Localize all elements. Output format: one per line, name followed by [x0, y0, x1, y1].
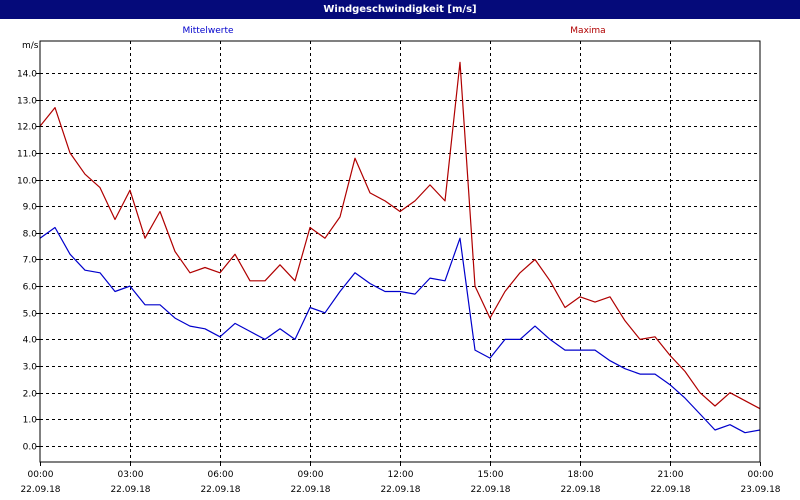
y-tick-label: 6.0 — [23, 283, 38, 293]
y-tick-label: 3.0 — [23, 363, 38, 373]
series-line-maxima — [39, 61, 761, 410]
series-lines — [39, 61, 761, 434]
plot-area — [39, 40, 761, 463]
x-tick-date-label: 22.09.18 — [470, 485, 510, 495]
x-tick-date-label: 22.09.18 — [20, 485, 60, 495]
y-tick-label: 11.0 — [17, 150, 37, 160]
x-tick-date-label: 22.09.18 — [110, 485, 150, 495]
x-tick-time-label: 15:00 — [478, 470, 504, 480]
x-tick-date-label: 22.09.18 — [560, 485, 600, 495]
x-axis: 00:00 22.09.18 03:00 22.09.18 06:00 22.09.18 0… — [20, 462, 781, 495]
x-tick-time-label: 06:00 — [208, 470, 234, 480]
x-tick-date-label: 22.09.18 — [650, 485, 690, 495]
series-line-mittelwerte — [39, 226, 761, 434]
x-tick-time-label: 21:00 — [658, 470, 684, 480]
y-tick-label: 5.0 — [23, 310, 38, 320]
y-tick-label: 9.0 — [23, 203, 38, 213]
y-tick-label: 2.0 — [23, 390, 38, 400]
y-tick-label: 12.0 — [17, 123, 37, 133]
y-axis: 0.0 1.0 2.0 3.0 4.0 5.0 6.0 7.0 8.0 9.0 10.0 11.0 12… — [17, 70, 40, 453]
legend-mittelwerte: Mittelwerte — [182, 26, 233, 36]
x-tick-date-label: 22.09.18 — [380, 485, 420, 495]
window-title: Windgeschwindigkeit [m/s] — [0, 0, 800, 19]
y-tick-label: 8.0 — [23, 230, 38, 240]
y-tick-label: 4.0 — [23, 336, 38, 346]
x-tick-date-label: 22.09.18 — [200, 485, 240, 495]
x-tick-date-label: 23.09.18 — [740, 485, 780, 495]
x-tick-time-label: 03:00 — [118, 470, 144, 480]
wind-speed-chart: 0.0 1.0 2.0 3.0 4.0 5.0 6.0 7.0 8.0 9.0 10.0 11.0 12… — [17, 26, 781, 495]
legend-maxima: Maxima — [570, 26, 605, 36]
y-tick-label: 0.0 — [23, 443, 38, 453]
x-tick-time-label: 09:00 — [298, 470, 324, 480]
y-tick-label: 7.0 — [23, 256, 38, 266]
grid-lines — [40, 41, 760, 462]
x-tick-date-label: 22.09.18 — [290, 485, 330, 495]
y-tick-label: 13.0 — [17, 97, 37, 107]
y-tick-label: 10.0 — [17, 177, 37, 187]
y-axis-unit-label: m/s — [22, 41, 39, 51]
y-tick-label: 14.0 — [17, 70, 37, 80]
x-tick-time-label: 00:00 — [28, 470, 54, 480]
x-tick-time-label: 18:00 — [568, 470, 594, 480]
y-tick-label: 1.0 — [23, 416, 38, 426]
x-tick-time-label: 00:00 — [748, 470, 774, 480]
x-tick-time-label: 12:00 — [388, 470, 414, 480]
